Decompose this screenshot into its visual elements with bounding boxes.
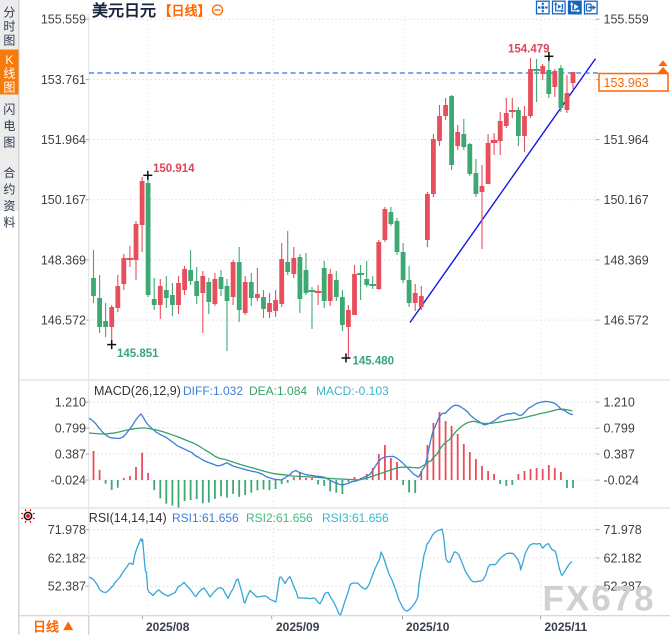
svg-text:约: 约 [3, 181, 15, 196]
svg-text:DEA:1.084: DEA:1.084 [249, 384, 307, 398]
svg-text:146.572: 146.572 [41, 314, 86, 328]
svg-text:155.559: 155.559 [41, 13, 86, 27]
svg-text:FX678: FX678 [543, 580, 656, 619]
svg-text:153.963: 153.963 [604, 76, 649, 90]
svg-text:资: 资 [3, 199, 15, 213]
svg-text:52.387: 52.387 [48, 580, 86, 594]
svg-text:-0.024: -0.024 [604, 474, 639, 488]
svg-text:0.387: 0.387 [55, 448, 86, 462]
svg-text:图: 图 [3, 135, 15, 149]
svg-text:1.210: 1.210 [55, 396, 86, 410]
svg-text:分: 分 [3, 5, 15, 19]
svg-text:闪: 闪 [3, 102, 15, 116]
svg-text:线: 线 [3, 66, 15, 80]
svg-text:0.799: 0.799 [55, 422, 86, 436]
svg-text:2025/09: 2025/09 [276, 620, 320, 634]
svg-text:148.369: 148.369 [41, 253, 86, 267]
svg-text:2025/11: 2025/11 [545, 620, 588, 634]
svg-text:RSI(14,14,14): RSI(14,14,14) [89, 511, 167, 525]
svg-text:0.799: 0.799 [604, 422, 635, 436]
svg-text:合: 合 [3, 165, 15, 180]
svg-text:155.559: 155.559 [604, 13, 649, 27]
svg-text:2025/08: 2025/08 [146, 620, 190, 634]
svg-text:150.167: 150.167 [41, 193, 86, 207]
svg-text:150.914: 150.914 [153, 163, 195, 175]
svg-text:时: 时 [3, 19, 15, 33]
svg-text:MACD(26,12,9): MACD(26,12,9) [94, 384, 181, 398]
svg-text:52.387: 52.387 [604, 580, 642, 594]
svg-text:145.480: 145.480 [353, 356, 395, 368]
svg-text:K: K [5, 53, 13, 67]
svg-text:图: 图 [3, 33, 15, 47]
svg-text:RSI3:61.656: RSI3:61.656 [322, 511, 389, 525]
svg-text:电: 电 [3, 119, 15, 133]
svg-text:154.479: 154.479 [508, 44, 550, 56]
svg-text:62.182: 62.182 [604, 551, 642, 565]
svg-text:【日线】: 【日线】 [159, 4, 211, 19]
svg-text:DIFF:1.032: DIFF:1.032 [183, 384, 243, 398]
svg-text:71.978: 71.978 [604, 523, 642, 537]
svg-text:151.964: 151.964 [41, 133, 86, 147]
svg-text:RSI1:61.656: RSI1:61.656 [172, 511, 239, 525]
svg-text:151.964: 151.964 [604, 133, 649, 147]
svg-text:153.761: 153.761 [41, 73, 86, 87]
svg-text:62.182: 62.182 [48, 551, 86, 565]
svg-text:美元日元: 美元日元 [92, 1, 156, 20]
svg-text:146.572: 146.572 [604, 314, 649, 328]
svg-text:图: 图 [3, 80, 15, 94]
svg-text:料: 料 [3, 215, 15, 229]
svg-text:-0.024: -0.024 [51, 474, 86, 488]
svg-text:145.851: 145.851 [117, 348, 159, 360]
svg-text:148.369: 148.369 [604, 253, 649, 267]
svg-text:1.210: 1.210 [604, 396, 635, 410]
svg-text:RSI2:61.656: RSI2:61.656 [246, 511, 313, 525]
svg-text:2025/10: 2025/10 [406, 620, 450, 634]
svg-text:71.978: 71.978 [48, 523, 86, 537]
svg-text:0.387: 0.387 [604, 448, 635, 462]
svg-text:150.167: 150.167 [604, 193, 649, 207]
svg-text:MACD:-0.103: MACD:-0.103 [316, 384, 389, 398]
svg-text:日线: 日线 [33, 620, 59, 635]
